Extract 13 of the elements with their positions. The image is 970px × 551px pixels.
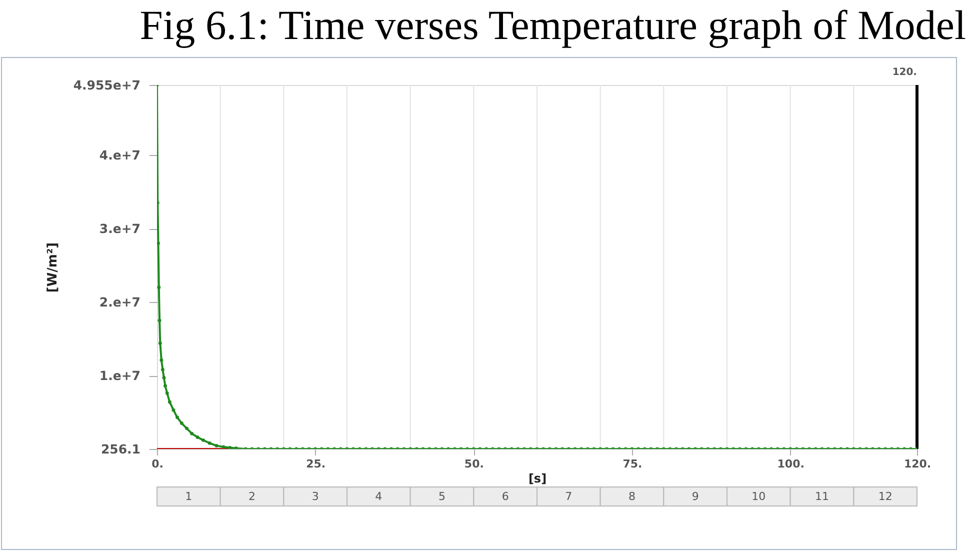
chart-title: Fig 6.1: Time verses Temperature graph of Model — [140, 2, 966, 49]
x-tick-label: 75. — [622, 458, 642, 470]
x-tick-label: 0. — [152, 458, 164, 470]
x-tick-label: 25. — [306, 458, 326, 470]
y-axis-title: [W/m²] — [45, 242, 60, 293]
x-tick-label: 50. — [464, 458, 484, 470]
text: 1 — [185, 490, 192, 503]
x-tick-label: 120. — [904, 458, 932, 470]
y-tick-label: 4.955e+7 — [73, 78, 140, 92]
ref-line-label: 120. — [892, 67, 917, 78]
x-tick-label: 100. — [777, 458, 804, 470]
y-tick-label: 256.1 — [100, 442, 140, 456]
x-axis-title: [s] — [528, 472, 547, 486]
